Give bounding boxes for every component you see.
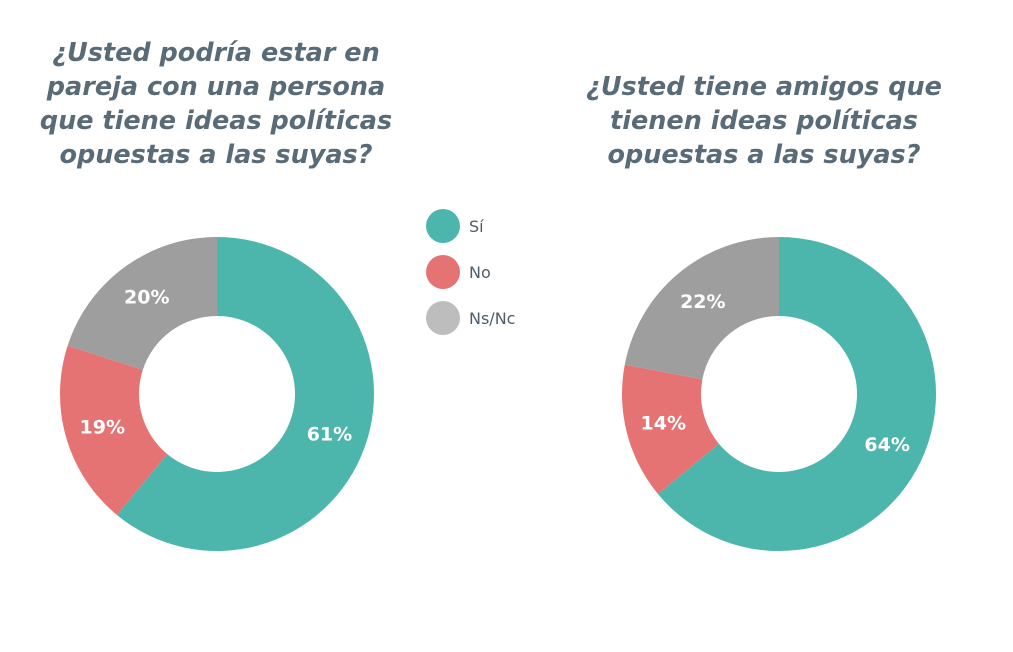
slice-left-s bbox=[116, 237, 375, 551]
slice-right-ns-nc bbox=[624, 237, 779, 380]
legend-item-ns-nc: Ns/Nc bbox=[426, 300, 566, 336]
legend-swatch-si bbox=[426, 209, 460, 243]
legend-swatch-no bbox=[426, 255, 460, 289]
slice-label-right-ns-nc: 22% bbox=[680, 291, 725, 313]
legend-label-no: No bbox=[469, 262, 491, 282]
legend-label-ns-nc: Ns/Nc bbox=[469, 308, 516, 328]
slice-right-s bbox=[658, 237, 936, 551]
donut-chart-left: 61% 19% 20% bbox=[59, 237, 375, 551]
slice-label-left-no: 19% bbox=[80, 416, 125, 438]
slice-left-ns-nc bbox=[67, 237, 217, 370]
legend-swatch-ns-nc bbox=[426, 301, 460, 335]
slice-label-left-ns-nc: 20% bbox=[124, 286, 169, 308]
slice-label-right-s: 64% bbox=[864, 434, 909, 456]
slice-label-left-s: 61% bbox=[307, 423, 352, 445]
slice-left-no bbox=[59, 345, 168, 515]
chart-title-right: ¿Usted tiene amigos que tienen ideas pol… bbox=[586, 72, 942, 170]
slice-label-right-no: 14% bbox=[641, 413, 686, 435]
legend: Sí No Ns/Nc bbox=[426, 208, 566, 348]
slice-right-no bbox=[622, 364, 719, 495]
legend-item-si: Sí bbox=[426, 208, 566, 244]
donut-chart-right: 64% 14% 22% bbox=[622, 237, 936, 551]
chart-title-left: ¿Usted podría estar en pareja con una pe… bbox=[39, 38, 393, 170]
legend-item-no: No bbox=[426, 254, 566, 290]
legend-label-si: Sí bbox=[469, 216, 484, 236]
